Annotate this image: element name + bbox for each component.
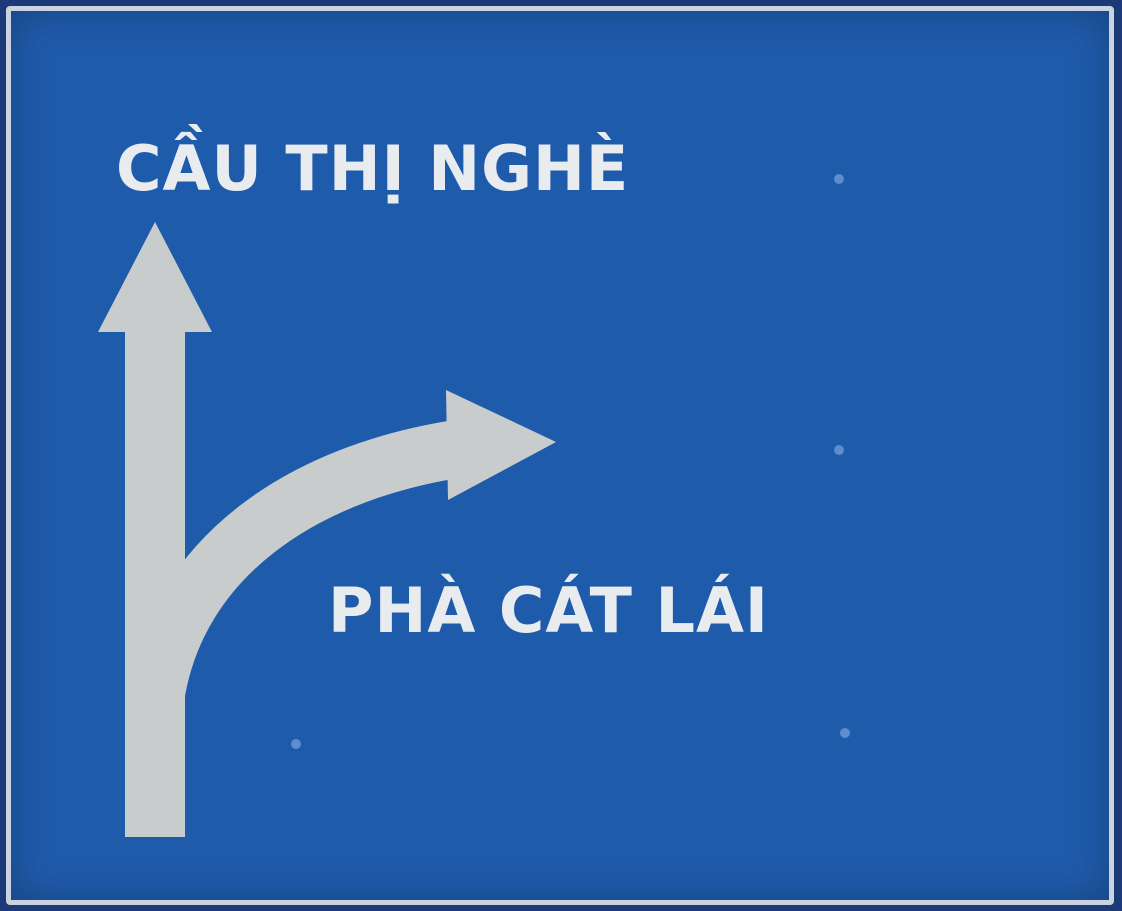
- arrow-curve-right-icon: [126, 390, 556, 705]
- rivet-icon: [840, 728, 850, 738]
- sign-panel: [6, 6, 1114, 905]
- rivet-icon: [291, 739, 301, 749]
- rivet-icon: [834, 445, 844, 455]
- rivet-icon: [834, 174, 844, 184]
- arrow-straight-icon: [98, 222, 212, 837]
- destination-straight-label: CẦU THỊ NGHÈ: [116, 132, 630, 205]
- destination-right-label: PHÀ CÁT LÁI: [328, 574, 770, 647]
